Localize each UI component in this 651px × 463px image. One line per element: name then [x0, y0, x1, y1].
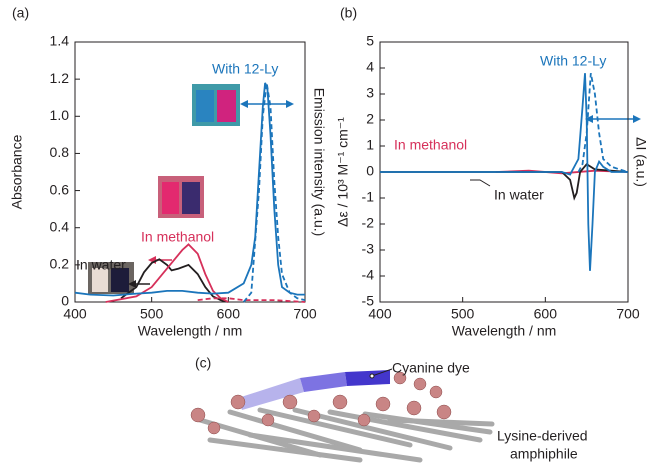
series-label: In methanol	[141, 229, 214, 245]
illustration	[190, 368, 495, 463]
y-tick-label: 0.6	[50, 181, 70, 197]
y2-axis-label: Emission intensity (a.u.)	[311, 88, 327, 237]
y-axis-label: Absorbance	[9, 134, 25, 209]
x-tick-label: 700	[293, 306, 317, 322]
y-tick-label: 5	[366, 33, 374, 49]
y-tick-label: -1	[362, 189, 375, 205]
series-line	[74, 82, 305, 297]
y2-axis-label: ΔI (a.u.)	[633, 137, 649, 187]
x-tick-label: 400	[368, 306, 392, 322]
y-tick-label: 0.2	[50, 256, 70, 272]
panel-label: (a)	[12, 5, 29, 21]
panel-label: (c)	[195, 355, 211, 371]
leader-line	[470, 179, 491, 187]
series-label: In water	[494, 187, 544, 203]
x-tick-label: 500	[140, 306, 164, 322]
series-label: With 12-Ly	[540, 53, 606, 69]
y-tick-label: 1.2	[50, 70, 70, 86]
series-line	[243, 82, 306, 303]
plot-frame	[74, 41, 306, 303]
x-axis-label: Wavelength / nm	[452, 323, 557, 339]
x-tick-label: 500	[451, 306, 475, 322]
x-tick-label: 400	[63, 306, 87, 322]
y-tick-label: 0.8	[50, 144, 70, 160]
y-axis-label: Δε / 10³ M⁻¹ cm⁻¹	[335, 117, 351, 227]
y-tick-label: 0.4	[50, 218, 70, 234]
x-tick-label: 700	[616, 306, 640, 322]
annotation: Cyanine dye	[392, 360, 470, 376]
annotation: Lysine-derived	[497, 428, 588, 444]
panel-label: (b)	[340, 5, 357, 21]
y-tick-label: -4	[362, 267, 375, 283]
y-tick-label: 3	[366, 85, 374, 101]
series-line	[120, 258, 229, 303]
y-tick-label: -2	[362, 215, 375, 231]
x-axis-label: Wavelength / nm	[138, 323, 243, 339]
vial-photo	[88, 84, 240, 294]
annotation: amphiphile	[510, 446, 578, 462]
x-tick-label: 600	[217, 306, 241, 322]
y-tick-label: 4	[366, 59, 374, 75]
y-tick-label: 0	[61, 293, 69, 309]
series-label: In methanol	[394, 137, 467, 153]
y-tick-label: 0	[366, 163, 374, 179]
y-tick-label: 1	[366, 137, 374, 153]
y-tick-label: 1.0	[50, 107, 70, 123]
x-tick-label: 600	[534, 306, 558, 322]
y-tick-label: 1.4	[50, 33, 70, 49]
y-tick-label: 2	[366, 111, 374, 127]
series-line	[577, 73, 629, 173]
series-line	[197, 297, 306, 303]
series-line	[380, 73, 628, 271]
y-tick-label: -3	[362, 241, 375, 257]
y-tick-label: -5	[362, 293, 375, 309]
series-label: In water	[76, 257, 126, 273]
series-label: With 12-Ly	[212, 61, 278, 77]
